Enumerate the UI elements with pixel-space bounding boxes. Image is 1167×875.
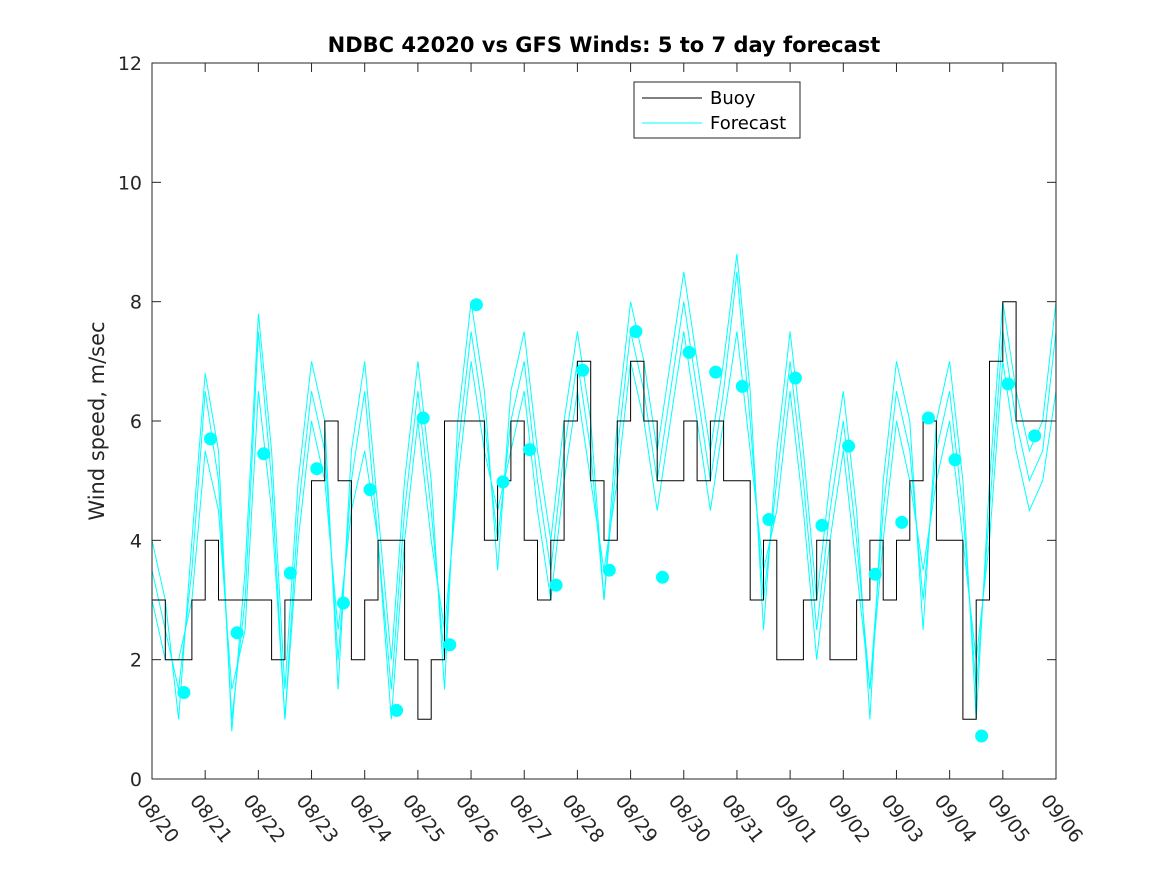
forecast-marker bbox=[576, 363, 590, 377]
forecast-marker bbox=[416, 411, 430, 425]
series-layer bbox=[151, 253, 1057, 732]
forecast-marker bbox=[629, 325, 643, 338]
legend-forecast-label: Forecast bbox=[710, 113, 786, 134]
y-tick-label: 8 bbox=[130, 292, 142, 314]
plot-area bbox=[152, 63, 1056, 779]
forecast-marker bbox=[204, 432, 217, 446]
forecast-marker bbox=[602, 563, 616, 577]
forecast-marker bbox=[1001, 377, 1015, 391]
legend-box bbox=[633, 81, 801, 139]
forecast-marker bbox=[815, 518, 829, 532]
forecast-marker bbox=[336, 596, 350, 610]
forecast-marker bbox=[895, 515, 909, 529]
forecast-marker bbox=[868, 567, 882, 581]
forecast-marker bbox=[443, 638, 457, 652]
forecast-marker bbox=[842, 439, 856, 453]
forecast-marker bbox=[762, 513, 776, 526]
forecast-marker bbox=[310, 462, 324, 476]
forecast-marker bbox=[230, 626, 244, 640]
y-tick-label: 10 bbox=[118, 172, 142, 194]
marker-layer bbox=[177, 298, 1042, 743]
legend-buoy-label: Buoy bbox=[710, 88, 756, 109]
forecast-marker bbox=[177, 686, 191, 699]
forecast-marker bbox=[948, 453, 962, 467]
forecast-marker bbox=[735, 379, 749, 393]
forecast-marker bbox=[363, 483, 377, 497]
y-tick-label: 4 bbox=[130, 530, 142, 552]
forecast-marker bbox=[682, 345, 696, 359]
y-tick-label: 2 bbox=[130, 650, 142, 672]
forecast-marker bbox=[709, 365, 723, 379]
forecast-marker bbox=[496, 475, 510, 489]
y-axis-label: Wind speed, m/sec bbox=[85, 321, 109, 520]
forecast-marker bbox=[656, 570, 669, 584]
chart-title: NDBC 42020 vs GFS Winds: 5 to 7 day fore… bbox=[328, 33, 881, 57]
forecast-marker bbox=[921, 411, 935, 425]
forecast-marker bbox=[975, 729, 989, 743]
legend: Buoy Forecast bbox=[633, 81, 801, 139]
forecast-series-line bbox=[151, 253, 1057, 732]
forecast-marker bbox=[549, 578, 563, 592]
y-tick-label: 0 bbox=[130, 769, 142, 791]
forecast-marker bbox=[788, 371, 802, 385]
forecast-marker bbox=[283, 566, 297, 580]
forecast-marker bbox=[257, 447, 271, 461]
forecast-marker bbox=[523, 443, 537, 457]
buoy-series-line bbox=[152, 301, 1057, 720]
forecast-marker bbox=[390, 703, 404, 717]
y-tick-label: 6 bbox=[130, 411, 142, 433]
y-tick-label: 12 bbox=[118, 53, 142, 75]
forecast-marker bbox=[469, 298, 483, 312]
forecast-marker bbox=[1028, 429, 1042, 443]
